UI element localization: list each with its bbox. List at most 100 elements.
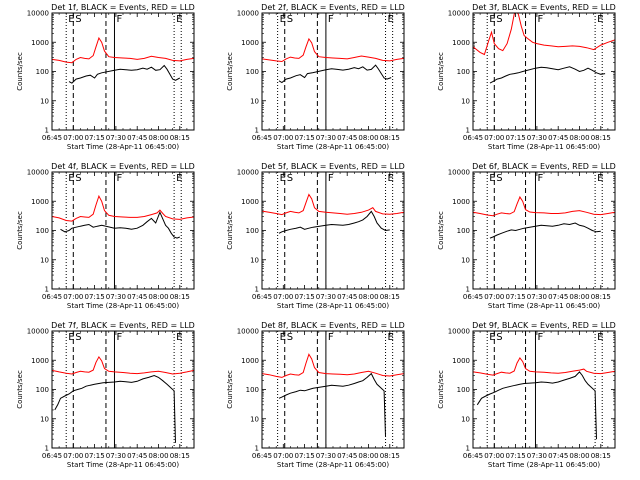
x-tick-label: 07:45: [337, 134, 357, 142]
lld-series-line: [473, 356, 615, 376]
y-tick-label: 1: [255, 445, 259, 453]
marker-label: S: [75, 332, 81, 343]
y-axis-label: Counts/sec: [226, 211, 234, 250]
y-tick-label: 100: [457, 386, 470, 394]
marker-label: E: [176, 14, 182, 25]
y-tick-label: 10: [40, 415, 49, 423]
y-tick-label: 100: [36, 386, 49, 394]
panel-title: Det 3f, BLACK = Events, RED = LLD: [472, 3, 616, 12]
events-series-line: [278, 210, 390, 234]
y-axis-label: Counts/sec: [437, 211, 445, 250]
y-tick-label: 100: [457, 68, 470, 76]
x-tick-label: 07:45: [127, 134, 147, 142]
y-tick-label: 10: [461, 415, 470, 423]
marker-label: E: [489, 173, 495, 184]
marker-label: S: [496, 332, 502, 343]
x-axis-label: Start Time (28-Apr-11 06:45:00): [67, 143, 179, 151]
plot-frame: [261, 12, 405, 131]
marker-label: E: [489, 332, 495, 343]
x-tick-label: 07:45: [548, 293, 568, 301]
x-tick-label: 07:15: [506, 452, 526, 460]
lld-series-line: [473, 195, 615, 217]
x-tick-label: 08:00: [148, 134, 168, 142]
y-axis-label: Counts/sec: [226, 370, 234, 409]
y-axis-label: Counts/sec: [437, 370, 445, 409]
marker-label: E: [489, 14, 495, 25]
marker-label: E: [280, 332, 286, 343]
lld-series-line: [473, 13, 615, 56]
plot-frame: [51, 12, 195, 131]
x-axis-label: Start Time (28-Apr-11 06:45:00): [277, 461, 389, 469]
x-tick-label: 07:15: [85, 134, 105, 142]
y-tick-label: 10000: [27, 328, 49, 336]
x-tick-label: 07:30: [316, 452, 336, 460]
panel-9: Det 9f, BLACK = Events, RED = LLD Counts/…: [437, 321, 616, 469]
x-tick-label: 07:30: [106, 293, 126, 301]
y-axis-label: Counts/sec: [16, 370, 24, 409]
x-tick-label: 07:00: [273, 452, 293, 460]
x-axis-label: Start Time (28-Apr-11 06:45:00): [488, 143, 600, 151]
y-tick-label: 10: [250, 415, 259, 423]
y-tick-label: 1: [45, 286, 49, 294]
x-tick-label: 08:00: [358, 293, 378, 301]
events-series-line: [54, 374, 176, 443]
lld-series-line: [52, 194, 194, 222]
x-tick-label: 07:15: [506, 293, 526, 301]
marker-label: E: [68, 173, 74, 184]
y-tick-label: 10000: [237, 328, 259, 336]
marker-label: E: [388, 173, 394, 184]
y-tick-label: 100: [246, 227, 259, 235]
marker-label: S: [496, 173, 502, 184]
x-axis-label: Start Time (28-Apr-11 06:45:00): [277, 302, 389, 310]
x-tick-label: 06:45: [463, 134, 483, 142]
y-tick-label: 10000: [448, 328, 470, 336]
x-tick-label: 07:45: [548, 452, 568, 460]
x-tick-label: 06:45: [252, 452, 272, 460]
marker-label: S: [75, 173, 81, 184]
x-tick-label: 08:15: [170, 134, 190, 142]
y-tick-label: 100: [36, 227, 49, 235]
x-tick-label: 07:15: [85, 293, 105, 301]
marker-label: F: [328, 332, 334, 343]
marker-label: E: [280, 173, 286, 184]
x-tick-label: 08:15: [380, 293, 400, 301]
plot-frame: [51, 330, 195, 449]
x-tick-label: 08:00: [569, 134, 589, 142]
y-tick-label: 10000: [27, 169, 49, 177]
y-axis-label: Counts/sec: [226, 52, 234, 91]
panel-5: Det 5f, BLACK = Events, RED = LLD Counts/…: [226, 162, 405, 310]
x-axis-label: Start Time (28-Apr-11 06:45:00): [67, 302, 179, 310]
x-tick-label: 07:30: [527, 452, 547, 460]
x-tick-label: 07:15: [295, 452, 315, 460]
x-tick-label: 07:00: [484, 452, 504, 460]
plot-frame: [51, 171, 195, 290]
panel-title: Det 6f, BLACK = Events, RED = LLD: [472, 162, 616, 171]
marker-label: E: [597, 173, 603, 184]
marker-label: E: [388, 332, 394, 343]
y-tick-label: 10000: [448, 169, 470, 177]
marker-label: E: [280, 14, 286, 25]
x-tick-label: 06:45: [42, 452, 62, 460]
marker-label: F: [116, 14, 122, 25]
x-tick-label: 07:00: [273, 293, 293, 301]
y-tick-label: 10: [250, 97, 259, 105]
panel-4: Det 4f, BLACK = Events, RED = LLD Counts/…: [16, 162, 195, 310]
marker-label: S: [287, 332, 293, 343]
y-tick-label: 10: [461, 256, 470, 264]
y-tick-label: 10000: [27, 10, 49, 18]
y-tick-label: 10: [40, 97, 49, 105]
x-tick-label: 07:00: [63, 452, 83, 460]
y-tick-label: 1000: [31, 39, 49, 47]
x-tick-label: 06:45: [252, 134, 272, 142]
x-tick-label: 08:00: [148, 452, 168, 460]
x-tick-label: 07:45: [127, 293, 147, 301]
x-tick-label: 08:15: [591, 134, 611, 142]
events-series-line: [68, 64, 181, 84]
plot-frame: [261, 171, 405, 290]
marker-label: F: [328, 14, 334, 25]
events-series-line: [489, 66, 606, 84]
marker-label: E: [176, 332, 182, 343]
x-tick-label: 07:30: [316, 293, 336, 301]
marker-label: F: [328, 173, 334, 184]
y-tick-label: 1000: [31, 198, 49, 206]
